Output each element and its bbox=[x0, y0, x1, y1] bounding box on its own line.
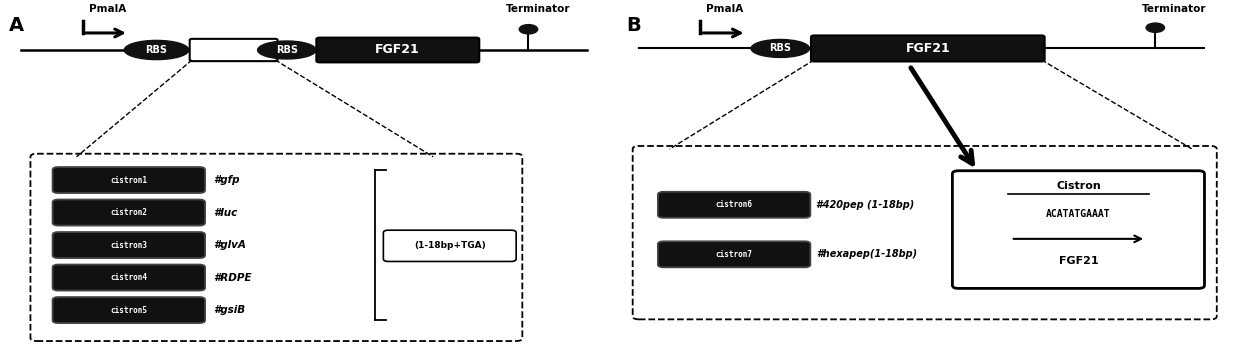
FancyBboxPatch shape bbox=[384, 230, 516, 261]
Text: (1-18bp+TGA): (1-18bp+TGA) bbox=[413, 241, 485, 250]
Text: #420pep (1-18bp): #420pep (1-18bp) bbox=[816, 200, 914, 210]
Text: cistron6: cistron6 bbox=[716, 200, 753, 209]
Text: cistron7: cistron7 bbox=[716, 250, 753, 259]
Text: #luc: #luc bbox=[213, 208, 238, 218]
Text: #gsiB: #gsiB bbox=[213, 305, 245, 315]
Text: #glvA: #glvA bbox=[213, 240, 246, 250]
Text: A: A bbox=[9, 16, 24, 35]
Text: FGF21: FGF21 bbox=[905, 42, 951, 55]
Text: B: B bbox=[626, 16, 641, 35]
Text: cistron2: cistron2 bbox=[110, 208, 147, 217]
FancyBboxPatch shape bbox=[52, 297, 206, 323]
Text: FGF21: FGF21 bbox=[1058, 256, 1098, 266]
Text: cistron1: cistron1 bbox=[110, 176, 147, 184]
Text: PmalA: PmalA bbox=[707, 5, 744, 14]
Ellipse shape bbox=[124, 40, 188, 60]
Text: Cistron: Cistron bbox=[1056, 181, 1101, 191]
Text: ACATATGAAAT: ACATATGAAAT bbox=[1046, 209, 1110, 219]
Text: #gfp: #gfp bbox=[213, 175, 239, 185]
Text: PmalA: PmalA bbox=[89, 5, 126, 14]
FancyBboxPatch shape bbox=[189, 39, 277, 61]
FancyBboxPatch shape bbox=[811, 35, 1045, 62]
Text: #RDPE: #RDPE bbox=[213, 273, 251, 282]
FancyBboxPatch shape bbox=[52, 199, 206, 225]
FancyBboxPatch shape bbox=[633, 146, 1217, 319]
Text: RBS: RBS bbox=[276, 45, 298, 55]
FancyBboxPatch shape bbox=[952, 171, 1205, 288]
FancyBboxPatch shape bbox=[52, 167, 206, 193]
FancyBboxPatch shape bbox=[52, 232, 206, 258]
Text: FGF21: FGF21 bbox=[375, 43, 420, 56]
Ellipse shape bbox=[258, 41, 316, 59]
FancyBboxPatch shape bbox=[657, 192, 811, 218]
Circle shape bbox=[519, 25, 537, 34]
FancyBboxPatch shape bbox=[31, 154, 522, 341]
Circle shape bbox=[1146, 23, 1165, 32]
Text: RBS: RBS bbox=[146, 45, 167, 55]
Ellipse shape bbox=[751, 40, 810, 57]
FancyBboxPatch shape bbox=[52, 265, 206, 290]
Text: cistron3: cistron3 bbox=[110, 240, 147, 250]
Text: cistron5: cistron5 bbox=[110, 306, 147, 315]
Text: Terminator: Terminator bbox=[1141, 5, 1206, 14]
Text: cistron4: cistron4 bbox=[110, 273, 147, 282]
FancyBboxPatch shape bbox=[657, 241, 811, 267]
FancyBboxPatch shape bbox=[317, 37, 479, 62]
Text: #hexapep(1-18bp): #hexapep(1-18bp) bbox=[816, 249, 917, 259]
Text: Terminator: Terminator bbox=[505, 5, 569, 14]
Text: RBS: RBS bbox=[769, 43, 791, 54]
